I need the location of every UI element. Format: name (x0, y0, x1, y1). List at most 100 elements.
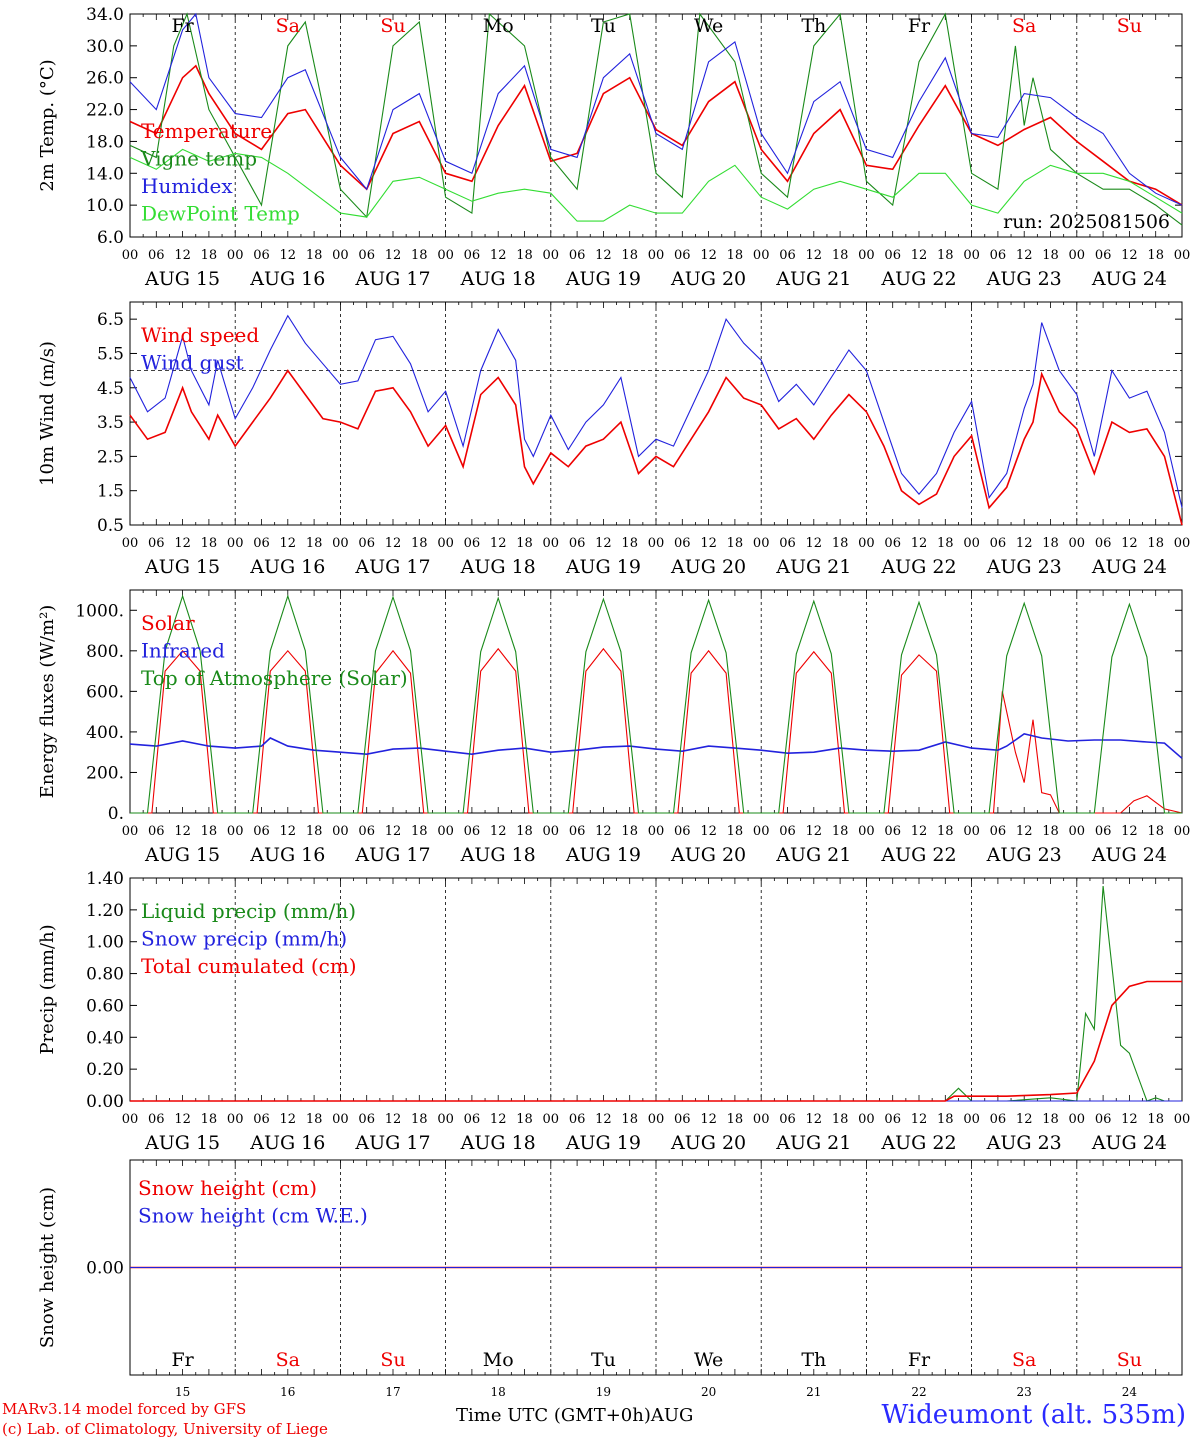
series-line-humidex (129, 12, 1183, 206)
hour-tick-label: 06 (358, 824, 375, 839)
legend-entry: Snow height (cm W.E.) (138, 1204, 368, 1228)
date-label: AUG 17 (354, 556, 430, 578)
hour-tick-label: 12 (1016, 248, 1033, 263)
hour-tick-label: 00 (1174, 536, 1191, 551)
hour-tick-label: 06 (464, 1112, 481, 1127)
hour-tick-label: 00 (963, 248, 980, 263)
hour-tick-label: 18 (201, 1112, 218, 1127)
hour-tick-label: 06 (358, 1112, 375, 1127)
hour-tick-label: 18 (516, 536, 533, 551)
date-label: AUG 23 (986, 1132, 1062, 1154)
series-line-dewpoint-temp (129, 148, 1183, 222)
hour-tick-label: 06 (148, 248, 165, 263)
date-label: AUG 15 (144, 556, 220, 578)
date-label: AUG 17 (354, 1132, 430, 1154)
series-line-infrared (129, 733, 1183, 759)
hour-tick-label: 00 (122, 536, 139, 551)
y-tick-label: 600. (86, 682, 124, 702)
hour-tick-label: 18 (832, 248, 849, 263)
hour-tick-label: 06 (569, 536, 586, 551)
hour-tick-label: 12 (700, 536, 717, 551)
hour-tick-label: 00 (963, 536, 980, 551)
hour-tick-label: 18 (1147, 1112, 1164, 1127)
hour-tick-label: 12 (595, 824, 612, 839)
hour-tick-label: 18 (411, 824, 428, 839)
y-tick-label: 400. (86, 723, 124, 743)
date-label: AUG 16 (249, 556, 325, 578)
hour-tick-label: 00 (437, 824, 454, 839)
day-abbr: Mo (483, 1349, 514, 1371)
hour-tick-label: 18 (201, 536, 218, 551)
date-label: AUG 21 (775, 556, 851, 578)
hour-tick-label: 18 (1147, 536, 1164, 551)
plot-frame-wind (129, 301, 1183, 526)
hour-tick-label: 18 (201, 824, 218, 839)
y-tick-label: 34.0 (86, 5, 124, 25)
date-label: AUG 24 (1091, 268, 1167, 290)
hour-tick-label: 00 (753, 1112, 770, 1127)
date-label: AUG 20 (670, 268, 746, 290)
hour-tick-label: 12 (700, 824, 717, 839)
hour-tick-label: 18 (832, 1112, 849, 1127)
day-number: 20 (701, 1385, 716, 1399)
hour-tick-label: 06 (990, 248, 1007, 263)
day-abbr: Th (801, 1349, 826, 1371)
hour-tick-label: 06 (884, 536, 901, 551)
hour-tick-label: 18 (516, 248, 533, 263)
hour-tick-label: 00 (227, 536, 244, 551)
y-tick-label: 200. (86, 763, 124, 783)
hour-tick-label: 00 (122, 1112, 139, 1127)
day-number: 24 (1122, 1385, 1138, 1399)
hour-tick-label: 18 (621, 1112, 638, 1127)
day-abbr: Tu (591, 1349, 616, 1371)
hour-tick-label: 00 (648, 536, 665, 551)
date-label: AUG 24 (1091, 1132, 1167, 1154)
hour-tick-label: 00 (543, 824, 560, 839)
hour-tick-label: 06 (464, 248, 481, 263)
y-tick-label: 0.5 (97, 516, 124, 536)
date-label: AUG 20 (670, 556, 746, 578)
hour-tick-label: 12 (1121, 1112, 1138, 1127)
day-abbr: We (694, 1349, 723, 1371)
hour-tick-label: 06 (569, 248, 586, 263)
hour-tick-label: 12 (700, 248, 717, 263)
hour-tick-label: 06 (1095, 824, 1112, 839)
hour-tick-label: 00 (543, 248, 560, 263)
y-tick-label: 0.40 (86, 1028, 124, 1048)
date-label: AUG 19 (565, 844, 641, 866)
hour-tick-label: 00 (332, 1112, 349, 1127)
series-line-liquid-precip-mm-h (130, 885, 1182, 1102)
hour-tick-label: 18 (1147, 248, 1164, 263)
date-label: AUG 22 (880, 844, 956, 866)
hour-tick-label: 06 (464, 824, 481, 839)
date-label: AUG 17 (354, 844, 430, 866)
hour-tick-label: 18 (516, 824, 533, 839)
day-abbr: We (694, 15, 723, 37)
hour-tick-label: 00 (1069, 1112, 1086, 1127)
hour-tick-label: 06 (464, 536, 481, 551)
y-axis-label-temperature: 2m Temp. (°C) (37, 59, 58, 191)
hour-tick-label: 18 (621, 536, 638, 551)
hour-tick-label: 18 (1147, 824, 1164, 839)
day-abbr: Fr (908, 15, 931, 37)
y-tick-label: 800. (86, 642, 124, 662)
legend-entry: Snow precip (mm/h) (141, 927, 347, 951)
run-label: run: 2025081506 (1003, 211, 1170, 233)
date-label: AUG 24 (1091, 844, 1167, 866)
y-tick-label: 3.5 (97, 413, 124, 433)
date-label: AUG 15 (144, 844, 220, 866)
hour-tick-label: 00 (1174, 1112, 1191, 1127)
hour-tick-label: 12 (385, 536, 402, 551)
y-tick-label: 22.0 (86, 101, 124, 121)
date-label: AUG 19 (565, 556, 641, 578)
hour-tick-label: 12 (911, 824, 928, 839)
date-label: AUG 18 (460, 556, 536, 578)
hour-tick-label: 06 (779, 536, 796, 551)
date-label: AUG 22 (880, 1132, 956, 1154)
day-abbr: Th (801, 15, 826, 37)
hour-tick-label: 12 (911, 1112, 928, 1127)
day-abbr: Fr (171, 1349, 194, 1371)
hour-tick-label: 12 (1121, 824, 1138, 839)
hour-tick-label: 00 (858, 824, 875, 839)
date-label: AUG 24 (1091, 556, 1167, 578)
